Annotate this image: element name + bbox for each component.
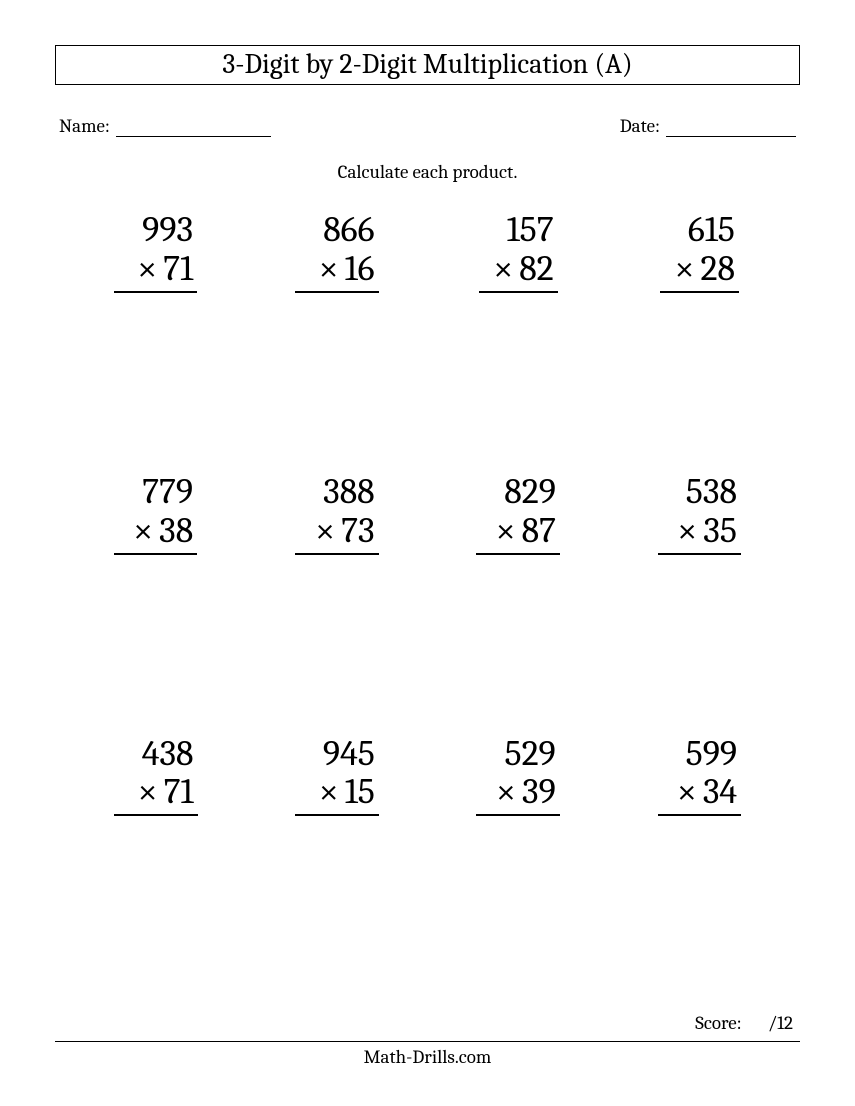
- multiply-icon: ×: [319, 250, 339, 289]
- multiplicand: 599: [658, 735, 742, 774]
- multiplier-row: ×16: [295, 250, 378, 293]
- problem-cell: 388×73: [246, 473, 427, 555]
- multiplicand: 529: [476, 735, 559, 774]
- score-out-of: /12: [768, 1012, 793, 1034]
- multiplier: 28: [700, 248, 734, 289]
- multiplier-row: ×82: [479, 250, 558, 293]
- score-field: Score: /12: [695, 1012, 793, 1034]
- multiplicand: 388: [295, 473, 379, 512]
- problem: 438×71: [114, 735, 198, 817]
- footer-source: Math-Drills.com: [55, 1041, 800, 1068]
- problem: 388×73: [295, 473, 379, 555]
- problem-cell: 538×35: [609, 473, 790, 555]
- multiplicand: 438: [114, 735, 198, 774]
- multiplier-row: ×34: [658, 773, 742, 816]
- multiplier: 71: [164, 771, 194, 812]
- multiplier-row: ×38: [114, 512, 197, 555]
- problem: 945×15: [295, 735, 379, 817]
- multiplicand: 866: [295, 211, 378, 250]
- name-label: Name:: [59, 115, 110, 137]
- multiply-icon: ×: [315, 512, 335, 551]
- multiply-icon: ×: [137, 250, 157, 289]
- multiplier: 16: [345, 248, 375, 289]
- problem: 829×87: [476, 473, 560, 555]
- multiply-icon: ×: [138, 773, 158, 812]
- multiplier: 35: [703, 510, 737, 551]
- problem: 993×71: [114, 211, 197, 293]
- multiplier: 73: [341, 510, 375, 551]
- multiplier-row: ×35: [658, 512, 741, 555]
- problem-cell: 529×39: [428, 735, 609, 817]
- date-blank-line: [666, 115, 796, 137]
- page-title: 3-Digit by 2-Digit Multiplication (A): [55, 45, 800, 85]
- multiplier-row: ×39: [476, 773, 559, 816]
- multiplier-row: ×71: [114, 773, 198, 816]
- multiply-icon: ×: [319, 773, 339, 812]
- multiplier-row: ×73: [295, 512, 379, 555]
- problem-cell: 157×82: [428, 211, 609, 293]
- worksheet-page: 3-Digit by 2-Digit Multiplication (A) Na…: [0, 0, 855, 1106]
- multiplicand: 157: [479, 211, 558, 250]
- problem-cell: 779×38: [65, 473, 246, 555]
- multiply-icon: ×: [493, 250, 513, 289]
- multiplier-row: ×28: [660, 250, 739, 293]
- problem: 779×38: [114, 473, 197, 555]
- problem-cell: 866×16: [246, 211, 427, 293]
- multiplier: 34: [703, 771, 737, 812]
- multiply-icon: ×: [677, 773, 697, 812]
- problems-grid: 993×71866×16157×82615×28779×38388×73829×…: [55, 211, 800, 816]
- problem-cell: 945×15: [246, 735, 427, 817]
- multiplicand: 993: [114, 211, 197, 250]
- problem-cell: 615×28: [609, 211, 790, 293]
- instruction-text: Calculate each product.: [55, 161, 800, 183]
- multiply-icon: ×: [496, 773, 516, 812]
- problem: 615×28: [660, 211, 739, 293]
- meta-row: Name: Date:: [55, 115, 800, 137]
- problem-cell: 599×34: [609, 735, 790, 817]
- multiplier: 71: [163, 248, 193, 289]
- name-field: Name:: [59, 115, 271, 137]
- date-field: Date:: [620, 115, 796, 137]
- multiplicand: 779: [114, 473, 197, 512]
- multiplicand: 945: [295, 735, 379, 774]
- multiply-icon: ×: [133, 512, 153, 551]
- score-label: Score:: [695, 1012, 741, 1034]
- multiplicand: 538: [658, 473, 741, 512]
- problem-cell: 829×87: [428, 473, 609, 555]
- problem: 599×34: [658, 735, 742, 817]
- problem-cell: 993×71: [65, 211, 246, 293]
- date-label: Date:: [620, 115, 660, 137]
- multiply-icon: ×: [677, 512, 697, 551]
- multiply-icon: ×: [675, 250, 695, 289]
- problem-cell: 438×71: [65, 735, 246, 817]
- problem: 866×16: [295, 211, 378, 293]
- multiplier: 39: [522, 771, 556, 812]
- problem: 538×35: [658, 473, 741, 555]
- name-blank-line: [116, 115, 271, 137]
- multiplier-row: ×71: [114, 250, 197, 293]
- multiplier: 15: [345, 771, 375, 812]
- multiply-icon: ×: [496, 512, 516, 551]
- multiplier-row: ×87: [476, 512, 560, 555]
- multiplier: 38: [159, 510, 193, 551]
- multiplier: 82: [519, 248, 553, 289]
- problem: 529×39: [476, 735, 559, 817]
- multiplicand: 615: [660, 211, 739, 250]
- problem: 157×82: [479, 211, 558, 293]
- multiplier: 87: [522, 510, 556, 551]
- multiplier-row: ×15: [295, 773, 379, 816]
- multiplicand: 829: [476, 473, 560, 512]
